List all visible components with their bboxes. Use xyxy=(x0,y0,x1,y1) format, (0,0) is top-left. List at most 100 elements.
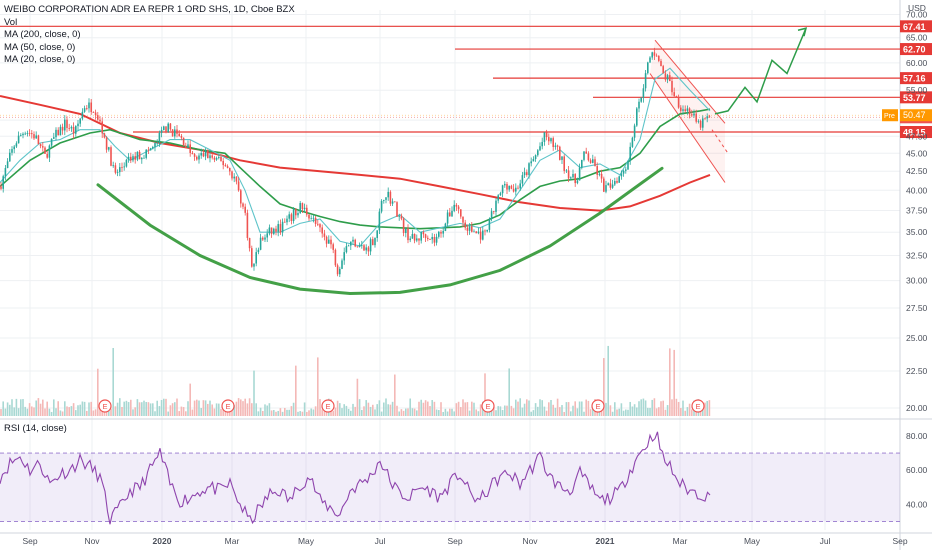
volume-bar xyxy=(75,410,77,416)
candle-body xyxy=(482,230,484,240)
volume-bar xyxy=(534,403,537,416)
volume-bar xyxy=(515,399,517,416)
volume-bar xyxy=(83,401,86,416)
candle-body xyxy=(319,224,321,228)
volume-bar xyxy=(402,410,405,416)
candle-body xyxy=(4,168,7,177)
candle-body xyxy=(163,126,165,130)
volume-bar xyxy=(189,383,191,416)
volume-bar xyxy=(550,399,552,416)
volume-bar xyxy=(471,401,473,416)
candle-body xyxy=(592,159,594,163)
volume-bar xyxy=(462,399,464,416)
volume-bar xyxy=(620,403,623,416)
volume-bar xyxy=(224,409,227,416)
candle-body xyxy=(418,238,420,241)
volume-bar xyxy=(314,406,317,416)
volume-bar xyxy=(72,403,75,416)
candle-body xyxy=(336,265,339,275)
candle-body xyxy=(11,149,13,153)
volume-bar xyxy=(354,406,356,416)
candle-body xyxy=(383,199,385,201)
volume-bar xyxy=(264,404,266,416)
volume-bar xyxy=(603,358,605,416)
candle-body xyxy=(103,133,106,138)
candlesticks xyxy=(0,47,711,278)
volume-bar xyxy=(512,408,515,416)
candle-body xyxy=(477,231,480,234)
volume-bar xyxy=(358,399,361,416)
candle-body xyxy=(160,129,163,133)
candle-body xyxy=(618,176,620,183)
candle-body xyxy=(123,166,125,168)
candle-body xyxy=(501,185,504,194)
volume-bar xyxy=(372,404,374,416)
candle-body xyxy=(578,167,581,181)
candle-body xyxy=(251,248,253,267)
volume-bar xyxy=(589,409,592,416)
volume-bar xyxy=(605,402,607,416)
volume-bar xyxy=(585,399,587,416)
candle-body xyxy=(372,239,374,246)
volume-bar xyxy=(112,347,114,416)
candle-body xyxy=(233,176,235,179)
volume-bar xyxy=(163,398,165,416)
volume-bar xyxy=(94,409,97,416)
volume-bar xyxy=(528,400,530,416)
volume-bar xyxy=(266,405,268,416)
candle-body xyxy=(658,56,660,61)
candle-body xyxy=(310,218,312,220)
candle-body xyxy=(556,145,559,147)
volume-bar xyxy=(475,409,477,416)
x-tick-label: 2020 xyxy=(153,536,172,546)
candle-body xyxy=(548,137,550,142)
candle-body xyxy=(42,146,44,148)
legend-ma200: MA (200, close, 0) xyxy=(4,29,81,40)
candle-body xyxy=(570,177,572,179)
candle-body xyxy=(675,96,678,97)
volume-bar xyxy=(508,368,510,416)
candle-body xyxy=(196,156,198,160)
volume-bar xyxy=(444,408,447,416)
volume-bar xyxy=(468,410,471,416)
candle-body xyxy=(625,169,627,171)
volume-bar xyxy=(92,410,95,416)
candle-body xyxy=(376,230,378,238)
volume-bar xyxy=(22,399,24,416)
volume-bar xyxy=(290,406,293,416)
volume-bar xyxy=(4,408,7,416)
rsi-y-tick-label: 80.00 xyxy=(906,431,928,441)
candle-body xyxy=(669,75,671,81)
legend-ma50: MA (50, close, 0) xyxy=(4,41,76,53)
candle-body xyxy=(563,156,565,171)
volume-bar xyxy=(156,400,158,416)
candle-body xyxy=(581,159,583,168)
volume-bar xyxy=(281,411,284,416)
candle-body xyxy=(143,157,145,159)
volume-bar xyxy=(215,403,218,416)
candle-body xyxy=(561,156,563,160)
volume-bar xyxy=(466,402,469,416)
volume-bar xyxy=(301,411,304,416)
volume-bar xyxy=(451,408,453,416)
candle-body xyxy=(176,129,178,134)
candle-body xyxy=(2,176,4,189)
candle-body xyxy=(145,149,147,158)
volume-bar xyxy=(554,407,557,416)
candle-body xyxy=(400,215,403,219)
volume-bar xyxy=(251,403,253,416)
volume-bar xyxy=(11,399,13,416)
x-tick-label: Sep xyxy=(892,536,907,546)
candle-body xyxy=(20,135,22,136)
volume-bar xyxy=(479,404,482,416)
candle-body xyxy=(28,133,31,134)
candle-body xyxy=(185,145,187,148)
volume-bar xyxy=(405,408,407,416)
rsi-y-tick-label: 60.00 xyxy=(906,465,928,475)
volume-bar xyxy=(607,345,609,416)
candle-body xyxy=(693,113,695,116)
price-level-label: 53.77 xyxy=(903,93,926,103)
candle-body xyxy=(350,241,352,246)
